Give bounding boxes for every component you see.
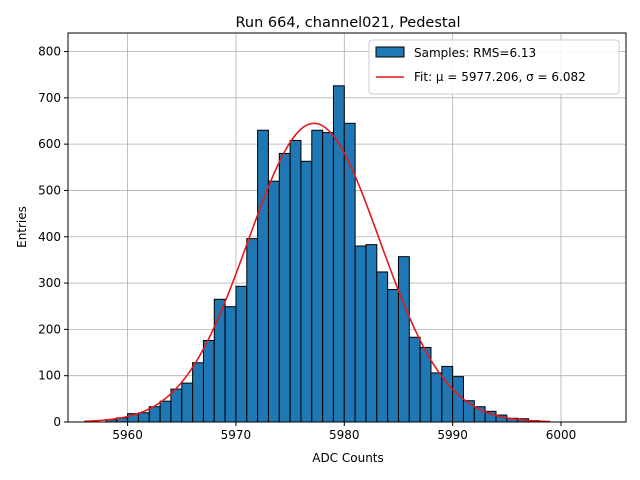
histogram-bar bbox=[257, 129, 269, 423]
histogram-bar bbox=[192, 362, 204, 423]
x-tick-label: 6000 bbox=[546, 428, 577, 442]
histogram-bar bbox=[246, 238, 259, 423]
histogram-bar bbox=[365, 244, 378, 423]
x-axis-ticks: 5960 5970 5980 5990 6000 bbox=[112, 422, 576, 442]
y-tick-label: 500 bbox=[38, 183, 61, 197]
histogram-bar bbox=[202, 339, 215, 423]
histogram-bar bbox=[159, 400, 172, 423]
histogram-bar bbox=[332, 85, 345, 423]
y-axis-label: Entries bbox=[15, 206, 29, 248]
y-tick-label: 600 bbox=[38, 137, 61, 151]
histogram-bar bbox=[224, 306, 237, 423]
histogram-bar bbox=[387, 289, 399, 423]
y-tick-label: 400 bbox=[38, 230, 61, 244]
histogram-bar bbox=[376, 271, 389, 423]
histogram-bar bbox=[354, 245, 367, 423]
histogram-bar bbox=[430, 372, 443, 423]
histogram-bar bbox=[452, 376, 464, 423]
legend-swatch-samples bbox=[375, 46, 405, 58]
x-tick-label: 5980 bbox=[329, 428, 360, 442]
y-axis-ticks: 0 100 200 300 400 500 600 700 800 bbox=[38, 45, 68, 429]
histogram-bar bbox=[181, 382, 194, 423]
histogram-bar bbox=[235, 285, 248, 423]
y-tick-label: 700 bbox=[38, 91, 61, 105]
histogram-bar bbox=[278, 152, 291, 423]
histogram-bar bbox=[289, 139, 302, 423]
y-tick-label: 100 bbox=[38, 369, 61, 383]
y-tick-label: 300 bbox=[38, 276, 61, 290]
x-tick-label: 5960 bbox=[112, 428, 143, 442]
histogram-bar bbox=[343, 122, 356, 423]
x-axis-label: ADC Counts bbox=[312, 451, 384, 465]
histogram-bar bbox=[408, 336, 421, 423]
histogram-bar bbox=[441, 365, 454, 423]
fit-curve-group bbox=[84, 122, 551, 423]
fit-curve bbox=[84, 122, 551, 423]
histogram-bar bbox=[267, 180, 280, 423]
histogram-bar bbox=[311, 129, 324, 423]
legend-label-samples: Samples: RMS=6.13 bbox=[414, 46, 536, 60]
histogram-bar bbox=[322, 132, 334, 423]
histogram-bars bbox=[105, 85, 540, 423]
legend: Samples: RMS=6.13 Fit: μ = 5977.206, σ =… bbox=[368, 39, 620, 95]
plot-frame bbox=[67, 32, 627, 423]
x-tick-label: 5990 bbox=[437, 428, 468, 442]
y-tick-label: 800 bbox=[38, 45, 61, 59]
y-tick-label: 200 bbox=[38, 322, 61, 336]
legend-box bbox=[368, 39, 620, 95]
histogram-bar bbox=[137, 412, 150, 423]
y-tick-label: 0 bbox=[53, 415, 61, 429]
chart-title: Run 664, channel021, Pedestal bbox=[235, 15, 460, 31]
x-tick-label: 5970 bbox=[221, 428, 252, 442]
histogram-bar bbox=[213, 298, 226, 423]
histogram-bar bbox=[300, 160, 313, 423]
histogram-bar bbox=[170, 388, 183, 423]
legend-label-fit: Fit: μ = 5977.206, σ = 6.082 bbox=[414, 70, 586, 84]
histogram-bar bbox=[148, 406, 161, 423]
histogram-bar bbox=[397, 256, 410, 423]
